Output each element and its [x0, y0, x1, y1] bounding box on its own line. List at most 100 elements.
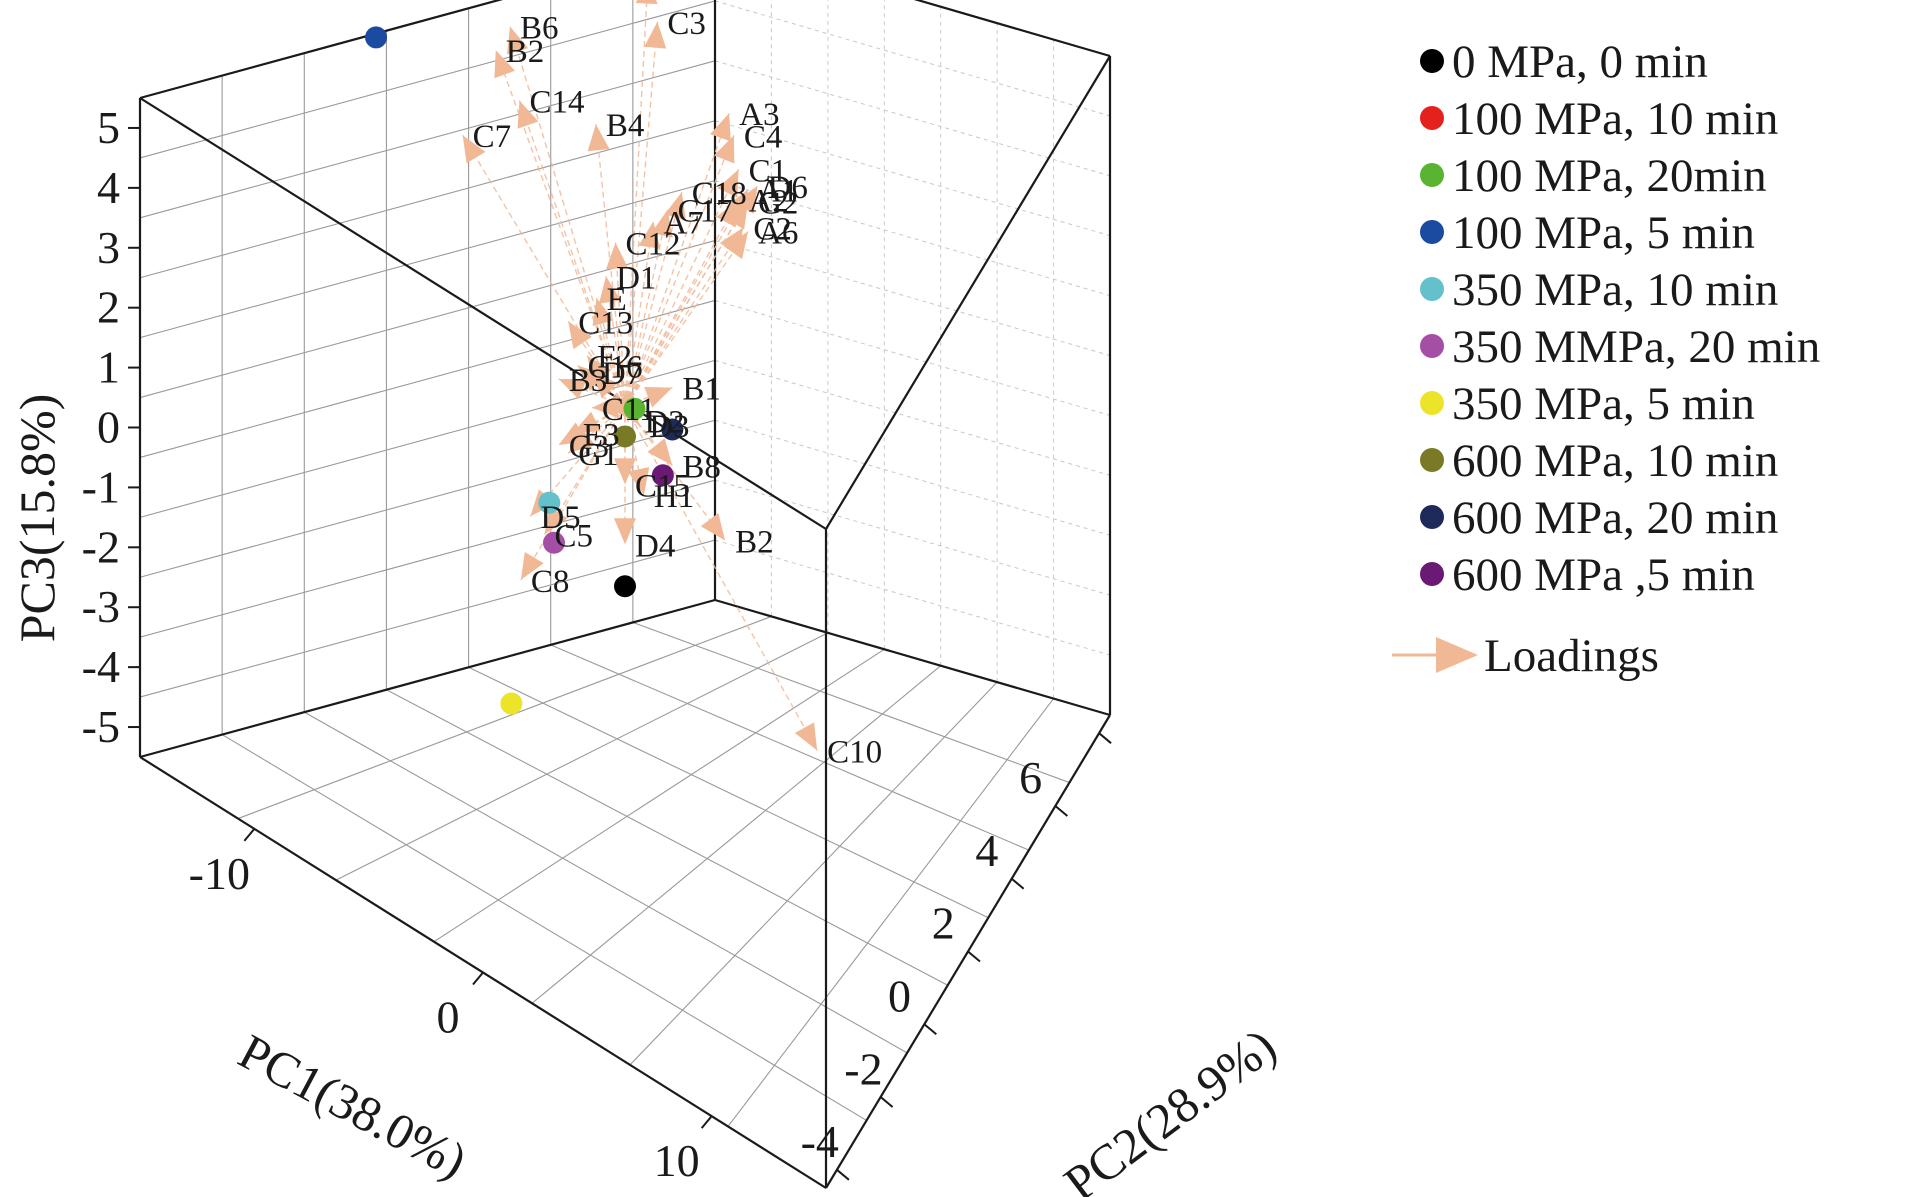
legend-label: 600 MPa, 20 min: [1452, 492, 1778, 544]
x-tick-label: 0: [437, 992, 460, 1043]
z-tick-label: 0: [97, 402, 120, 453]
loading-arrowhead: [506, 26, 529, 55]
loading-vector-line: [624, 231, 749, 407]
loading-arrowhead: [591, 395, 619, 418]
loading-arrowhead: [713, 135, 735, 164]
y-tick-mark: [923, 1023, 937, 1036]
back-wall-gridline: [139, 299, 716, 458]
box-edge: [825, 55, 1111, 530]
loading-label: C10: [827, 734, 882, 770]
loading-label: C12: [626, 227, 681, 263]
loading-vector-line: [624, 406, 818, 751]
loading-labels: B2B6C7C14B4C12C13D1EB3C16F2D7A7C17C18F3C…: [473, 6, 882, 771]
loading-label: C2: [753, 211, 792, 247]
legend-label: 350 MMPa, 20 min: [1452, 321, 1820, 373]
loading-arrowhead: [520, 551, 544, 580]
loading-label: C8: [531, 564, 570, 600]
legend-marker: [1420, 49, 1444, 73]
loading-vector-line: [614, 242, 626, 407]
loading-arrowhead: [651, 209, 673, 238]
loading-label: C13: [578, 305, 633, 341]
loading-label: C15: [635, 468, 690, 504]
loading-label: H1: [654, 479, 694, 515]
y-tick-label: 0: [888, 971, 911, 1022]
loading-rays: [462, 0, 818, 751]
floor-gridline: [433, 648, 885, 943]
floor-gridline: [727, 698, 1055, 1127]
back-wall-gridline: [139, 120, 716, 279]
side-wall-gridline: [714, 359, 1111, 476]
loading-arrowhead: [627, 467, 650, 495]
floor-gridline: [304, 711, 908, 1054]
legend-label: Loadings: [1484, 630, 1659, 682]
box-edge: [139, 97, 827, 530]
loading-arrowhead: [734, 185, 758, 214]
loading-vector-line: [605, 276, 626, 407]
loading-arrowhead: [725, 201, 749, 230]
y-tick-label: -6: [757, 1189, 795, 1197]
legend-marker: [1420, 163, 1444, 187]
loading-label: B2: [735, 525, 774, 561]
z-tick-label: -4: [82, 641, 120, 692]
x-tick-mark: [472, 971, 484, 986]
loading-arrowhead: [592, 298, 614, 326]
loading-vector-line: [495, 49, 626, 407]
loading-arrowhead: [591, 371, 618, 399]
side-wall-gridline: [714, 240, 1111, 357]
floor-gridline: [335, 632, 829, 881]
z-tick-label: 3: [97, 222, 120, 273]
z-axis-label: PC3(15.8%): [9, 394, 65, 643]
loading-arrowhead: [577, 365, 605, 391]
floor-gridline: [550, 644, 1030, 851]
floor-gridline: [221, 734, 867, 1121]
loading-vector-line: [624, 221, 655, 407]
loading-label: C5: [555, 519, 594, 555]
loading-vector-line: [624, 189, 749, 407]
floor-gridline: [386, 689, 948, 986]
loading-arrowhead: [700, 513, 726, 541]
legend-marker: [1420, 448, 1444, 472]
loading-label: D5: [540, 500, 580, 536]
legend-marker: [1420, 505, 1444, 529]
x-tick-label: -10: [189, 848, 250, 899]
legend-marker: [1420, 562, 1444, 586]
legend-marker: [1420, 277, 1444, 301]
side-wall-gridline: [714, 539, 1111, 656]
score-point: [365, 26, 388, 49]
box-edge: [139, 598, 716, 759]
loading-label: D2: [644, 405, 684, 441]
loading-arrowhead: [724, 231, 749, 260]
loading-label: A3: [739, 97, 779, 133]
score-point: [500, 692, 523, 715]
y-tick-mark: [836, 1169, 850, 1181]
score-point: [651, 464, 674, 487]
z-tick-label: -2: [82, 521, 120, 572]
back-wall-gridline: [139, 0, 716, 159]
box-edge: [913, 0, 1111, 58]
loading-vector-line: [624, 135, 735, 407]
y-tick-label: 2: [932, 898, 955, 949]
back-wall-gridline: [139, 180, 716, 339]
loading-label: B8: [682, 449, 721, 485]
loading-label: C7: [473, 119, 512, 155]
z-tick-label: 2: [97, 282, 120, 333]
loading-arrowhead: [710, 113, 731, 142]
loading-label: B3: [569, 363, 608, 399]
score-point: [538, 491, 561, 514]
loading-vector-line: [462, 134, 626, 407]
z-tick-label: -5: [82, 701, 120, 752]
back-wall-gridline: [139, 0, 502, 99]
legend-label: 600 MPa, 10 min: [1452, 435, 1778, 487]
floor-gridline: [629, 681, 998, 1066]
loading-label: C16: [588, 350, 643, 386]
loading-label: B6: [520, 10, 559, 46]
box-edge: [139, 0, 504, 100]
loading-arrowhead: [587, 124, 610, 152]
floor-gridline: [237, 615, 772, 820]
loading-arrowhead: [558, 378, 587, 400]
x-tick-mark: [700, 1115, 713, 1129]
loading-vector-line: [509, 26, 626, 407]
loading-label: D3: [649, 409, 689, 445]
loading-vector-line: [624, 191, 683, 407]
